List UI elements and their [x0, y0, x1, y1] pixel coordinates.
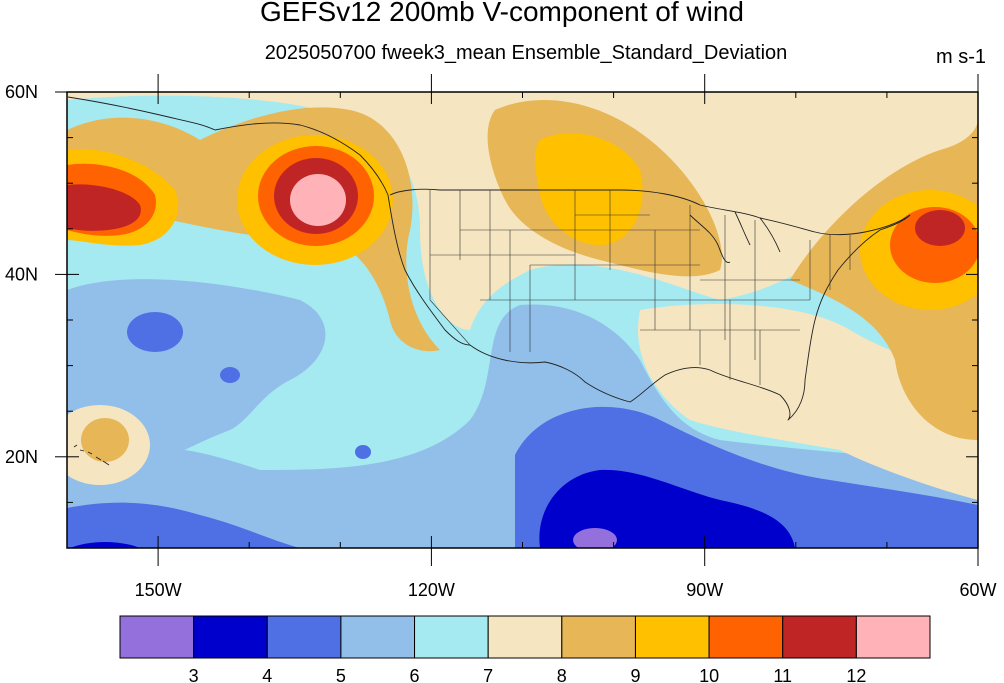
map-title: GEFSv12 200mb V-component of wind — [259, 0, 745, 27]
colorbar-level-label: 7 — [483, 666, 493, 683]
field-5-south — [67, 502, 300, 548]
field-4-south — [539, 469, 795, 548]
field-fill — [67, 92, 978, 548]
colorbar-swatch — [782, 615, 857, 659]
colorbar-swatch — [119, 615, 195, 659]
field-9-central — [535, 133, 643, 245]
colorbar: 3 4 5 6 7 8 9 10 11 12 — [119, 615, 931, 683]
colorbar-swatch — [561, 615, 636, 659]
colorbar-swatch — [708, 615, 784, 659]
lat-tick-label: 40N — [5, 264, 38, 284]
units-label: m s-1 — [936, 46, 986, 68]
lat-tick-label: 20N — [5, 447, 38, 467]
lon-tick-label: 60W — [959, 580, 996, 600]
colorbar-swatch — [487, 615, 563, 659]
field-12-gulf-alaska — [290, 174, 346, 226]
colorbar-swatch — [340, 615, 416, 659]
colorbar-level-label: 9 — [630, 666, 640, 683]
field-5-pacific-a — [127, 312, 183, 352]
field-4-southwest — [70, 542, 140, 548]
colorbar-swatch — [266, 615, 342, 659]
colorbar-level-label: 3 — [189, 666, 199, 683]
colorbar-level-label: 12 — [846, 666, 866, 683]
colorbar-level-label: 6 — [410, 666, 420, 683]
field-5-pacific-c — [355, 445, 371, 459]
lat-tick-label: 60N — [5, 82, 38, 102]
lon-tick-label: 150W — [135, 580, 182, 600]
field-11-atlantic — [915, 210, 965, 246]
colorbar-level-label: 4 — [262, 666, 272, 683]
colorbar-swatch — [414, 615, 489, 659]
contour-field — [67, 92, 978, 548]
lon-tick-label: 120W — [408, 580, 455, 600]
colorbar-level-label: 5 — [336, 666, 346, 683]
coastlines — [67, 96, 911, 421]
hawaii-islands — [73, 444, 110, 466]
map-subtitle: 2025050700 fweek3_mean Ensemble_Standard… — [264, 42, 788, 64]
field-3-south — [573, 528, 617, 548]
colorbar-level-label: 8 — [557, 666, 567, 683]
colorbar-level-label: 10 — [699, 666, 719, 683]
colorbar-swatch — [634, 615, 710, 659]
colorbar-swatch — [855, 615, 931, 659]
state-boundaries — [429, 190, 851, 385]
colorbar-swatch — [193, 615, 268, 659]
field-5-pacific-b — [220, 367, 240, 383]
lon-tick-label: 90W — [686, 580, 723, 600]
field-11-nw — [67, 184, 141, 231]
field-8-hawaii — [81, 418, 129, 462]
colorbar-level-label: 11 — [773, 666, 792, 683]
axis-ticks: 60N 40N 20N 150W 120W 90W 60W — [5, 74, 997, 600]
